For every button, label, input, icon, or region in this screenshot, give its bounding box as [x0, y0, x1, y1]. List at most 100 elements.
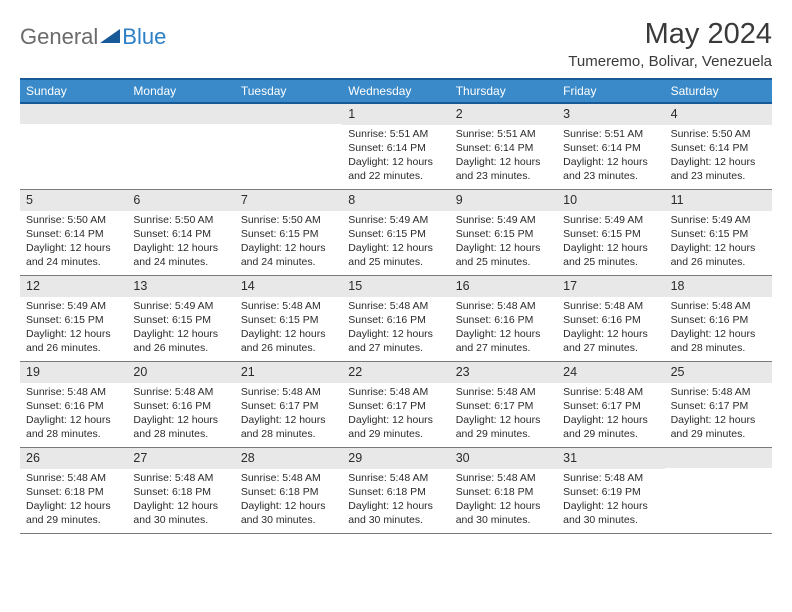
cell-line: Daylight: 12 hours	[563, 413, 658, 427]
cell-body: Sunrise: 5:49 AMSunset: 6:15 PMDaylight:…	[342, 211, 449, 273]
cell-line: and 28 minutes.	[671, 341, 766, 355]
weekday-header: Friday	[557, 80, 664, 102]
cell-line: Sunset: 6:18 PM	[456, 485, 551, 499]
cell-line: Sunset: 6:15 PM	[456, 227, 551, 241]
cell-line: Daylight: 12 hours	[348, 241, 443, 255]
cell-line: Daylight: 12 hours	[671, 327, 766, 341]
cell-line: Sunset: 6:15 PM	[133, 313, 228, 327]
weekday-header: Thursday	[450, 80, 557, 102]
day-number: 30	[450, 448, 557, 469]
cell-line: and 26 minutes.	[241, 341, 336, 355]
cell-line: and 30 minutes.	[241, 513, 336, 527]
day-number: 1	[342, 104, 449, 125]
cell-line: Sunset: 6:14 PM	[133, 227, 228, 241]
calendar-cell: 18Sunrise: 5:48 AMSunset: 6:16 PMDayligh…	[665, 276, 772, 362]
calendar-cell: 29Sunrise: 5:48 AMSunset: 6:18 PMDayligh…	[342, 448, 449, 534]
cell-body	[665, 468, 772, 473]
logo-triangle-icon	[100, 29, 120, 43]
cell-line: Sunset: 6:15 PM	[563, 227, 658, 241]
day-number: 13	[127, 276, 234, 297]
day-number: 4	[665, 104, 772, 125]
calendar-cell: 26Sunrise: 5:48 AMSunset: 6:18 PMDayligh…	[20, 448, 127, 534]
cell-line: and 29 minutes.	[671, 427, 766, 441]
calendar-cell: 1Sunrise: 5:51 AMSunset: 6:14 PMDaylight…	[342, 104, 449, 190]
calendar-grid: 1Sunrise: 5:51 AMSunset: 6:14 PMDaylight…	[20, 104, 772, 534]
cell-body: Sunrise: 5:49 AMSunset: 6:15 PMDaylight:…	[20, 297, 127, 359]
cell-line: Sunrise: 5:48 AM	[348, 385, 443, 399]
cell-line: and 30 minutes.	[563, 513, 658, 527]
logo-text-2: Blue	[122, 24, 166, 50]
calendar-cell: 3Sunrise: 5:51 AMSunset: 6:14 PMDaylight…	[557, 104, 664, 190]
cell-line: Sunset: 6:15 PM	[26, 313, 121, 327]
cell-line: and 30 minutes.	[456, 513, 551, 527]
cell-body: Sunrise: 5:48 AMSunset: 6:18 PMDaylight:…	[235, 469, 342, 531]
cell-line: and 28 minutes.	[241, 427, 336, 441]
day-number: 24	[557, 362, 664, 383]
day-number: 3	[557, 104, 664, 125]
calendar: SundayMondayTuesdayWednesdayThursdayFrid…	[20, 78, 772, 534]
cell-body: Sunrise: 5:50 AMSunset: 6:14 PMDaylight:…	[20, 211, 127, 273]
cell-line: and 29 minutes.	[456, 427, 551, 441]
cell-line: Daylight: 12 hours	[563, 499, 658, 513]
day-number: 21	[235, 362, 342, 383]
cell-body: Sunrise: 5:48 AMSunset: 6:18 PMDaylight:…	[127, 469, 234, 531]
month-title: May 2024	[568, 18, 772, 51]
cell-line: Sunset: 6:15 PM	[671, 227, 766, 241]
cell-line: Daylight: 12 hours	[133, 413, 228, 427]
calendar-cell: 7Sunrise: 5:50 AMSunset: 6:15 PMDaylight…	[235, 190, 342, 276]
weekday-header: Tuesday	[235, 80, 342, 102]
calendar-cell: 13Sunrise: 5:49 AMSunset: 6:15 PMDayligh…	[127, 276, 234, 362]
cell-line: and 26 minutes.	[133, 341, 228, 355]
cell-body: Sunrise: 5:48 AMSunset: 6:16 PMDaylight:…	[665, 297, 772, 359]
day-number: 8	[342, 190, 449, 211]
cell-body	[127, 124, 234, 129]
cell-line: Daylight: 12 hours	[456, 241, 551, 255]
cell-line: Sunrise: 5:48 AM	[133, 471, 228, 485]
calendar-cell: 16Sunrise: 5:48 AMSunset: 6:16 PMDayligh…	[450, 276, 557, 362]
cell-line: Daylight: 12 hours	[671, 413, 766, 427]
cell-body: Sunrise: 5:48 AMSunset: 6:19 PMDaylight:…	[557, 469, 664, 531]
cell-line: and 23 minutes.	[563, 169, 658, 183]
cell-line: Sunset: 6:16 PM	[563, 313, 658, 327]
cell-line: and 27 minutes.	[348, 341, 443, 355]
cell-line: Sunrise: 5:48 AM	[26, 471, 121, 485]
cell-line: and 25 minutes.	[456, 255, 551, 269]
cell-line: Sunset: 6:17 PM	[241, 399, 336, 413]
calendar-cell: 12Sunrise: 5:49 AMSunset: 6:15 PMDayligh…	[20, 276, 127, 362]
day-number: 17	[557, 276, 664, 297]
cell-line: Daylight: 12 hours	[671, 241, 766, 255]
title-block: May 2024 Tumeremo, Bolivar, Venezuela	[568, 18, 772, 70]
cell-line: Daylight: 12 hours	[456, 499, 551, 513]
calendar-cell: 5Sunrise: 5:50 AMSunset: 6:14 PMDaylight…	[20, 190, 127, 276]
cell-line: Daylight: 12 hours	[563, 327, 658, 341]
calendar-cell: 20Sunrise: 5:48 AMSunset: 6:16 PMDayligh…	[127, 362, 234, 448]
calendar-cell	[665, 448, 772, 534]
cell-line: Daylight: 12 hours	[348, 155, 443, 169]
cell-line: and 23 minutes.	[671, 169, 766, 183]
cell-body: Sunrise: 5:48 AMSunset: 6:16 PMDaylight:…	[127, 383, 234, 445]
cell-body: Sunrise: 5:48 AMSunset: 6:16 PMDaylight:…	[450, 297, 557, 359]
cell-line: Daylight: 12 hours	[133, 499, 228, 513]
cell-line: Sunrise: 5:48 AM	[563, 299, 658, 313]
cell-line: Sunrise: 5:48 AM	[671, 385, 766, 399]
cell-line: Sunset: 6:18 PM	[26, 485, 121, 499]
cell-line: Sunset: 6:19 PM	[563, 485, 658, 499]
cell-body: Sunrise: 5:51 AMSunset: 6:14 PMDaylight:…	[342, 125, 449, 187]
calendar-cell: 24Sunrise: 5:48 AMSunset: 6:17 PMDayligh…	[557, 362, 664, 448]
cell-line: Sunrise: 5:48 AM	[563, 471, 658, 485]
day-number: 25	[665, 362, 772, 383]
cell-body: Sunrise: 5:49 AMSunset: 6:15 PMDaylight:…	[557, 211, 664, 273]
cell-line: and 30 minutes.	[348, 513, 443, 527]
day-number: 26	[20, 448, 127, 469]
logo-text-1: General	[20, 24, 98, 50]
cell-line: Sunrise: 5:48 AM	[26, 385, 121, 399]
cell-body: Sunrise: 5:49 AMSunset: 6:15 PMDaylight:…	[665, 211, 772, 273]
cell-line: Daylight: 12 hours	[671, 155, 766, 169]
cell-body: Sunrise: 5:48 AMSunset: 6:16 PMDaylight:…	[342, 297, 449, 359]
day-number: 19	[20, 362, 127, 383]
cell-body: Sunrise: 5:48 AMSunset: 6:17 PMDaylight:…	[665, 383, 772, 445]
day-number: 18	[665, 276, 772, 297]
calendar-cell	[235, 104, 342, 190]
day-number: 16	[450, 276, 557, 297]
cell-line: and 25 minutes.	[348, 255, 443, 269]
